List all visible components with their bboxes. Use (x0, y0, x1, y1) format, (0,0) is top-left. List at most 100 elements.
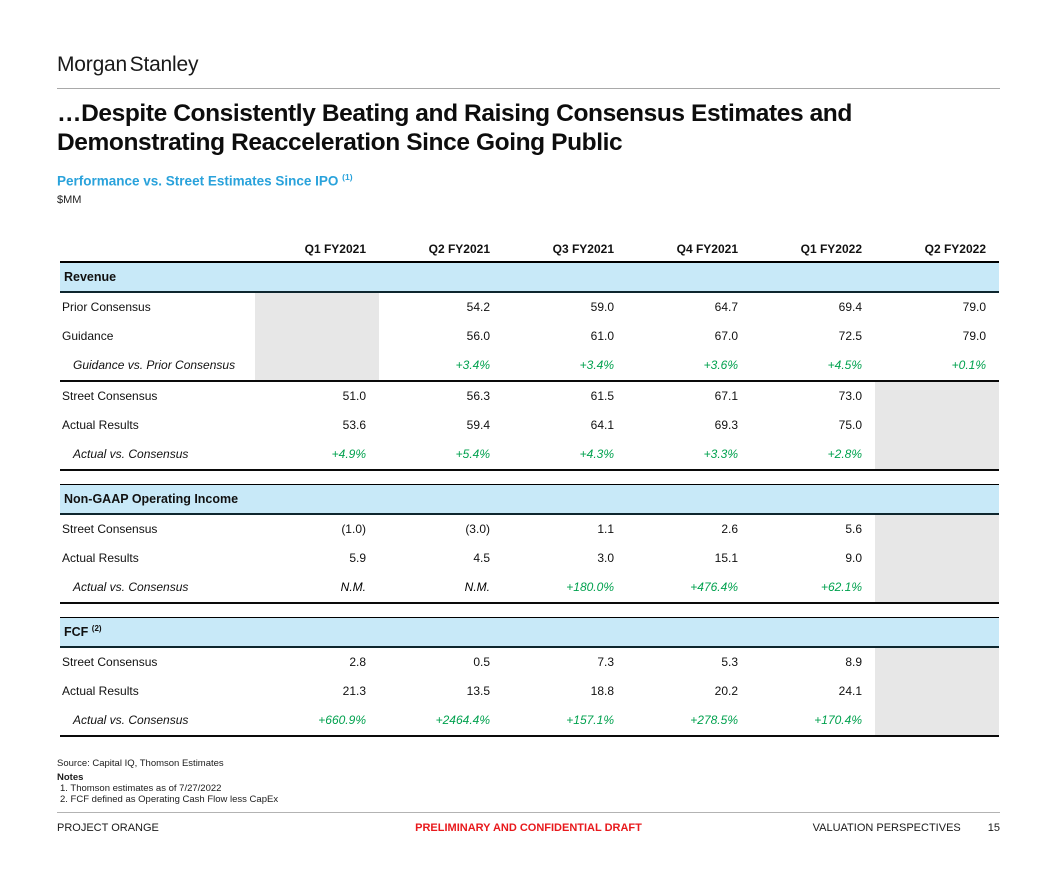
section-title: Revenue (60, 262, 1000, 293)
source-line: Source: Capital IQ, Thomson Estimates (57, 757, 224, 769)
table-cell: 69.3 (714, 418, 738, 432)
table-header-row-container: Q1 FY2021 Q2 FY2021 Q3 FY2021 Q4 FY2021 Q1 F… (60, 241, 999, 263)
chart-subtitle: Performance vs. Street Estimates Since I… (57, 172, 1056, 189)
table-row: Prior Consensus 54.2 59.0 64.7 69.4 79.0 (60, 291, 999, 322)
page-number: 15 (987, 821, 1000, 834)
table-cell: 7.3 (597, 655, 614, 669)
table-cell: 72.5 (838, 329, 862, 343)
table-cell: +2.8% (827, 447, 862, 461)
table-cell: 56.0 (466, 329, 490, 343)
table-cell: 4.5 (473, 551, 490, 565)
table-cell (255, 321, 379, 351)
section-non-gaap-operating-income: Non-GAAP Operating Income Street Consensu… (60, 483, 1000, 604)
estimates-table: Q1 FY2021 Q2 FY2021 Q3 FY2021 Q4 FY2021 Q1 F… (60, 241, 1056, 737)
note-item-2: 2. FCF defined as Operating Cash Flow le… (60, 793, 279, 805)
table-cell: +2464.4% (435, 713, 490, 727)
row-label: Guidance (62, 329, 114, 343)
table-cell (875, 543, 1000, 573)
table-cell: 59.4 (466, 418, 490, 432)
column-header-q1-fy2021: Q1 FY2021 (255, 241, 379, 263)
notes-title: Notes (57, 771, 84, 783)
project-name: PROJECT ORANGE (57, 821, 159, 834)
table-row: Guidance 56.0 61.0 67.0 72.5 79.0 (60, 321, 999, 351)
row-label: Actual vs. Consensus (73, 713, 189, 727)
row-label: Actual Results (62, 551, 139, 565)
row-label: Street Consensus (62, 655, 158, 669)
table-cell: 20.2 (714, 684, 738, 698)
table-cell: (1.0) (341, 522, 366, 536)
table-cell: +0.1% (951, 358, 987, 372)
table-cell: 54.2 (466, 300, 490, 314)
table-cell (875, 379, 1000, 411)
column-header-q4-fy2021: Q4 FY2021 (627, 241, 751, 263)
slide-title-line-2: Demonstrating Reacceleration Since Going… (57, 129, 623, 156)
table-row: Street Consensus 2.8 0.5 7.3 5.3 8.9 (60, 646, 1000, 677)
table-cell: 15.1 (714, 551, 738, 565)
table-cell (255, 291, 379, 322)
table-cell: +4.5% (827, 358, 862, 372)
table-cell: +62.1% (820, 580, 862, 594)
table-cell: 2.8 (349, 655, 366, 669)
table-cell: +4.9% (331, 447, 366, 461)
table-cell: 24.1 (838, 684, 862, 698)
table-cell: +180.0% (566, 580, 614, 594)
morgan-stanley-logo: Morgan Stanley (57, 53, 199, 76)
section-revenue: Revenue Prior Consensus 54.2 59.0 64.7 69.4 79… (60, 262, 1000, 471)
column-header-row: Q1 FY2021 Q2 FY2021 Q3 FY2021 Q4 FY2021 Q1 F… (60, 241, 999, 263)
table-cell: 5.9 (349, 551, 366, 565)
table-cell: N.M. (340, 580, 366, 594)
table-cell: 51.0 (255, 379, 379, 411)
table-cell: +157.1% (566, 713, 614, 727)
table-cell (255, 350, 379, 381)
column-header-q2-fy2022: Q2 FY2022 (875, 241, 999, 263)
confidential-draft-label: PRELIMINARY AND CONFIDENTIAL DRAFT (415, 821, 642, 834)
table-cell: 53.6 (342, 418, 366, 432)
table-cell: 1.1 (597, 522, 614, 536)
column-header-q1-fy2022: Q1 FY2022 (751, 241, 875, 263)
table-cell: +3.6% (703, 358, 738, 372)
footer-divider (57, 811, 1000, 813)
table-cell: 56.3 (379, 379, 503, 411)
table-cell: 64.1 (590, 418, 614, 432)
table-cell (875, 572, 1000, 603)
column-header-q2-fy2021: Q2 FY2021 (379, 241, 503, 263)
units-label: $MM (57, 193, 82, 206)
table-cell: 75.0 (838, 418, 862, 432)
deck-section-label: VALUATION PERSPECTIVES (812, 821, 961, 834)
section-band: FCF (2) (60, 616, 1000, 648)
table-cell: 18.8 (590, 684, 614, 698)
table-cell (875, 676, 1000, 706)
table-cell (875, 439, 1000, 470)
table-cell: 79.0 (962, 300, 987, 314)
header-divider (57, 88, 1000, 89)
table-row: Actual vs. Consensus +4.9% +5.4% +4.3% +3.3%… (60, 439, 1000, 470)
note-item-1: 1. Thomson estimates as of 7/27/2022 (60, 782, 222, 794)
table-cell: +3.4% (455, 358, 490, 372)
table-row: Actual vs. Consensus N.M. N.M. +180.0% +476.… (60, 572, 1000, 603)
table-cell: 59.0 (590, 300, 614, 314)
table-row: Guidance vs. Prior Consensus +3.4% +3.4% +3… (60, 350, 999, 381)
table-row: Actual Results 53.6 59.4 64.1 69.3 75.0 (60, 410, 1000, 440)
section-band: Non-GAAP Operating Income (60, 483, 1000, 515)
table-cell: 61.5 (503, 379, 627, 411)
table-row: Street Consensus (1.0) (3.0) 1.1 2.6 5.6 (60, 513, 1000, 544)
subtitle-footnote-marker: (1) (342, 172, 353, 182)
table-cell: 9.0 (845, 551, 862, 565)
table-cell: N.M. (464, 580, 490, 594)
footer-right-group: VALUATION PERSPECTIVES 15 (813, 822, 1000, 834)
section-title: Non-GAAP Operating Income (60, 483, 1000, 515)
table-cell: +3.3% (703, 447, 738, 461)
row-label: Actual Results (62, 418, 139, 432)
section-fcf: FCF (2) Street Consensus 2.8 0.5 7.3 5.3 8.9 Ac… (60, 616, 1000, 737)
table-cell: 64.7 (714, 300, 738, 314)
row-label: Prior Consensus (62, 300, 151, 314)
table-cell: (3.0) (465, 522, 490, 536)
table-cell: 2.6 (721, 522, 738, 536)
table-cell: +170.4% (814, 713, 862, 727)
table-cell: 0.5 (473, 655, 490, 669)
slide-title-line-1: …Despite Consistently Beating and Raisin… (57, 100, 852, 127)
table-cell: 3.0 (597, 551, 614, 565)
table-cell: +278.5% (690, 713, 738, 727)
table-cell (875, 410, 1000, 440)
table-cell (875, 646, 1000, 677)
